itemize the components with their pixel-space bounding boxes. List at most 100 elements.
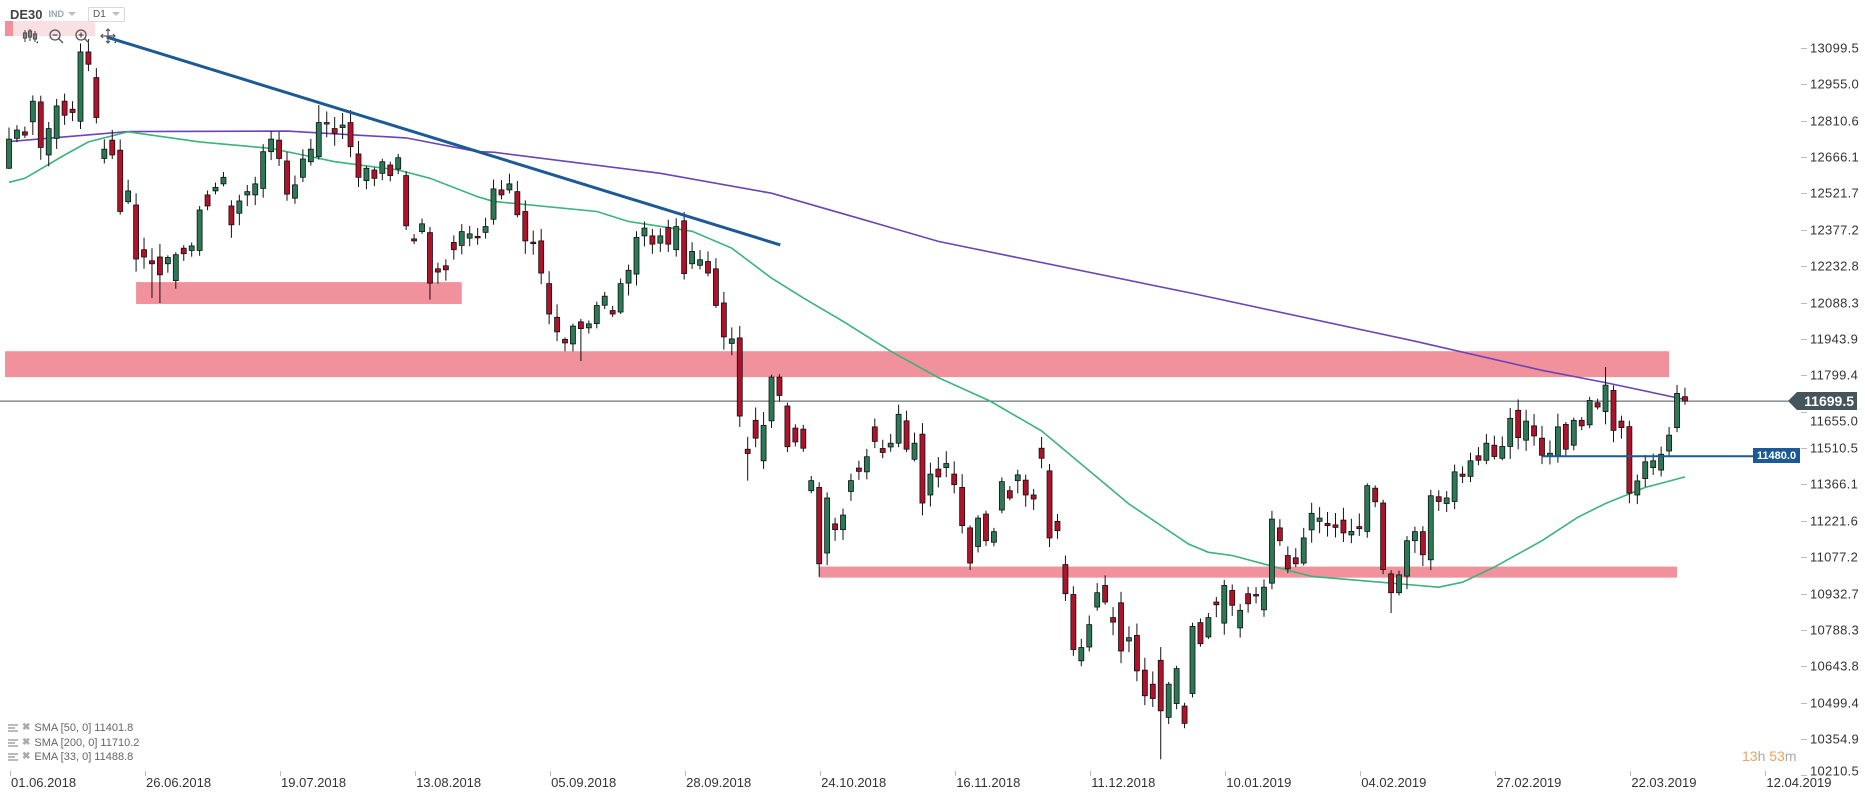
price-tick: [1801, 557, 1807, 559]
candle-body-up: [1666, 434, 1672, 452]
candle: [744, 436, 751, 481]
category-label: IND: [48, 9, 65, 19]
candle: [1165, 681, 1172, 725]
candle-body-up: [196, 209, 203, 251]
candle: [848, 473, 854, 501]
candle: [1340, 507, 1347, 543]
candle-body-up: [299, 158, 306, 178]
candle: [1261, 579, 1267, 617]
candle: [1642, 454, 1649, 487]
candle-body-down: [93, 77, 100, 118]
candle: [1110, 607, 1116, 636]
candle-body-up: [1014, 474, 1021, 482]
candle: [895, 404, 902, 448]
price-tick-label: 12377.2: [1810, 222, 1860, 238]
candle-body-down: [1213, 601, 1220, 606]
candle: [1483, 434, 1490, 465]
candle-body-down: [1157, 659, 1164, 712]
candle-body-down: [935, 468, 942, 478]
candle-body-down: [204, 194, 211, 207]
candle-body-up: [991, 531, 997, 543]
price-tick-label: 12810.6: [1810, 113, 1860, 129]
candle: [1475, 447, 1482, 466]
candle-body-up: [1467, 460, 1474, 477]
legend-item-sma200[interactable]: ✖ SMA [200, 0] 11710.2: [8, 736, 139, 751]
candle: [1253, 587, 1259, 604]
candle: [1578, 417, 1585, 431]
zone-marker: [5, 21, 13, 36]
candle-body-down: [744, 448, 751, 454]
candle-body-up: [1237, 609, 1244, 629]
zoom-in-icon[interactable]: [74, 28, 90, 44]
candle: [307, 138, 314, 166]
current-price-label: 11699.5: [1788, 392, 1857, 410]
price-tick-label: 12521.7: [1810, 185, 1860, 201]
candle-body-down: [951, 473, 958, 486]
candle-body-up: [252, 183, 259, 196]
zoom-out-icon[interactable]: [48, 28, 64, 44]
candle-body-up: [466, 233, 473, 239]
candle-body-up: [728, 338, 735, 344]
candle-body-up: [458, 231, 465, 246]
timeframe-selector[interactable]: D1: [88, 6, 125, 22]
candle-body-up: [1523, 420, 1530, 441]
settings-list-icon[interactable]: [8, 753, 18, 762]
close-icon[interactable]: ✖: [22, 751, 31, 762]
legend-item-ema33[interactable]: ✖ EMA [33, 0] 11488.8: [8, 750, 139, 765]
candle: [435, 262, 441, 284]
date-tick: [1630, 771, 1632, 776]
candle-body-up: [315, 122, 322, 158]
candle-body-down: [347, 122, 354, 148]
candle-body-down: [474, 235, 481, 239]
candle: [609, 305, 616, 317]
move-icon[interactable]: [100, 28, 116, 44]
candle-body-up: [212, 186, 219, 192]
candle: [871, 418, 878, 449]
horizontal-line-label[interactable]: 11480.0: [1753, 448, 1800, 463]
candle-body-up: [689, 251, 695, 265]
candle: [204, 190, 211, 211]
settings-list-icon[interactable]: [8, 738, 18, 747]
candle: [85, 39, 92, 72]
candle-body-down: [871, 426, 878, 442]
candle: [1054, 513, 1061, 539]
close-icon[interactable]: ✖: [22, 722, 31, 733]
candle: [792, 424, 799, 447]
candle-body-up: [1396, 574, 1402, 594]
candle: [665, 219, 672, 252]
close-icon[interactable]: ✖: [22, 736, 31, 748]
candle-body-up: [1570, 419, 1577, 446]
candle-body-up: [848, 480, 854, 492]
category-selector[interactable]: IND: [49, 9, 77, 19]
candle-body-down: [1276, 527, 1283, 542]
candle-body-down: [609, 310, 616, 315]
settings-list-icon[interactable]: [8, 724, 18, 733]
candle: [466, 225, 473, 247]
candle-body-down: [1284, 555, 1291, 570]
candle: [617, 278, 624, 315]
legend-item-sma50[interactable]: ✖ SMA [50, 0] 11401.8: [8, 721, 139, 736]
candle-body-up: [172, 254, 179, 282]
candle: [61, 93, 68, 125]
candle: [1419, 526, 1426, 567]
candle: [180, 245, 187, 261]
candle: [1594, 398, 1601, 410]
candle: [268, 131, 275, 161]
candle: [1157, 647, 1164, 760]
candle-body-down: [117, 149, 124, 212]
candle-body-down: [1419, 531, 1426, 556]
candle: [299, 149, 306, 183]
candle: [649, 228, 656, 254]
candle: [1547, 440, 1553, 465]
candle-body-down: [1038, 447, 1045, 459]
candle-body-up: [490, 188, 497, 220]
candlestick-icon[interactable]: [22, 28, 38, 44]
candle-body-up: [593, 305, 600, 324]
candle: [347, 110, 354, 158]
candle: [1284, 546, 1291, 574]
candle-body-up: [125, 190, 132, 203]
candle: [1427, 489, 1434, 571]
symbol-name: DE30: [10, 6, 43, 22]
candle: [959, 474, 966, 534]
